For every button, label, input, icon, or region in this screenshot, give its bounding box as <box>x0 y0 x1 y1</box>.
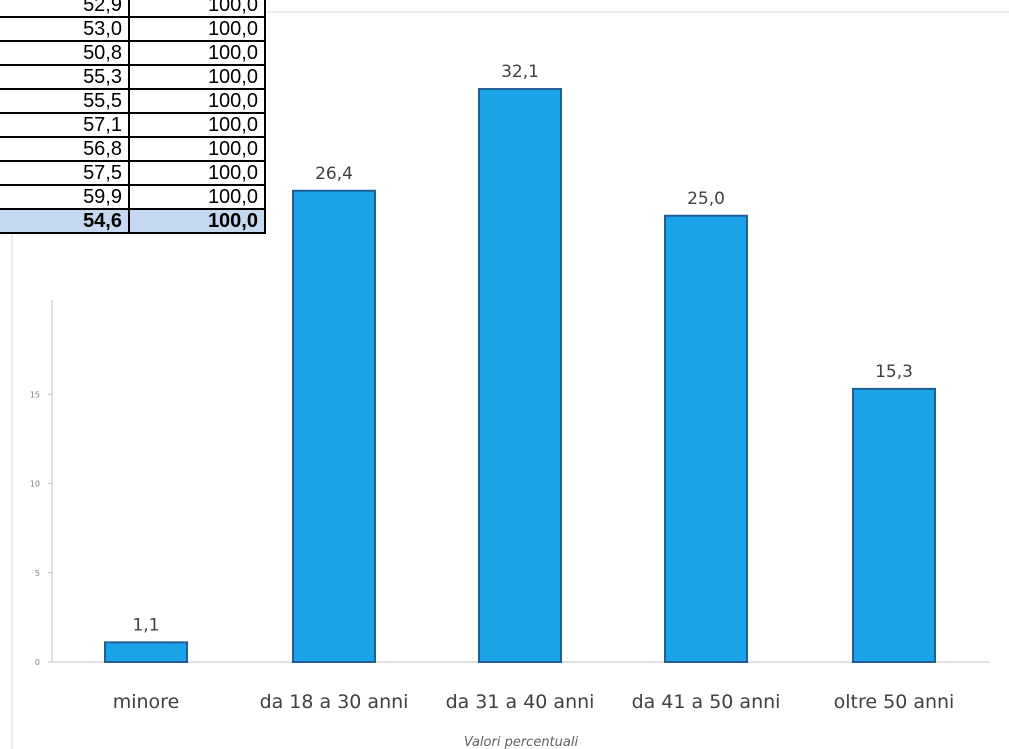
table-cell-total: 100,0 <box>128 16 266 42</box>
bars <box>104 88 936 663</box>
table-total-value: 54,6 <box>0 208 130 234</box>
bar-3 <box>664 214 748 663</box>
table-cell-value: 57,1 <box>0 112 130 138</box>
table-cell-total: 100,0 <box>128 64 266 90</box>
table-cell-value: 59,9 <box>0 184 130 210</box>
table-row: 57,5 100,0 <box>0 160 266 186</box>
table-total-row: 54,6 100,0 <box>0 208 266 234</box>
bar-value-label: 25,0 <box>687 189 725 209</box>
bar-4 <box>852 387 936 663</box>
x-axis-label: Valori percentuali <box>464 735 579 749</box>
table-row: 57,1 100,0 <box>0 112 266 138</box>
table-row: 59,9 100,0 <box>0 184 266 210</box>
bar-value-label: 1,1 <box>132 615 159 635</box>
table-row: 55,3 100,0 <box>0 64 266 90</box>
y-tick-label: 15 <box>30 390 40 399</box>
bar-value-label: 26,4 <box>315 164 353 184</box>
table-cell-value: 55,5 <box>0 88 130 114</box>
table-cell-total: 100,0 <box>128 0 266 18</box>
table-cell-value: 53,0 <box>0 16 130 42</box>
table-cell-total: 100,0 <box>128 184 266 210</box>
table-row: 56,8 100,0 <box>0 136 266 162</box>
bar-value-label: 32,1 <box>501 62 539 82</box>
table-cell-value: 56,8 <box>0 136 130 162</box>
table-cell-total: 100,0 <box>128 88 266 114</box>
table-total-total: 100,0 <box>128 208 266 234</box>
bar-2 <box>478 88 562 663</box>
table-cell-total: 100,0 <box>128 40 266 66</box>
table-row: 52,9 100,0 <box>0 0 266 18</box>
category-label: oltre 50 anni <box>834 691 955 713</box>
table-cell-value: 55,3 <box>0 64 130 90</box>
table-cell-value: 50,8 <box>0 40 130 66</box>
bar-1 <box>292 189 376 663</box>
table-cell-total: 100,0 <box>128 112 266 138</box>
data-table-body: 52,9 100,0 53,0 100,0 50,8 100,0 55,3 100,0 55,5… <box>0 0 266 234</box>
y-ticks: 0 5 10 15 <box>30 390 52 667</box>
table-cell-total: 100,0 <box>128 160 266 186</box>
category-label: da 31 a 40 anni <box>446 691 595 713</box>
y-tick-label: 10 <box>30 480 40 489</box>
bar-value-label: 15,3 <box>875 362 913 382</box>
table-row: 55,5 100,0 <box>0 88 266 114</box>
value-labels: 1,1 26,4 32,1 25,0 15,3 <box>132 62 912 635</box>
data-table: 52,9 100,0 53,0 100,0 50,8 100,0 55,3 100,0 55,5… <box>0 0 266 234</box>
category-label: da 41 a 50 anni <box>632 691 781 713</box>
y-tick-label: 0 <box>35 658 40 667</box>
category-labels: minore da 18 a 30 anni da 31 a 40 anni da 4… <box>113 691 955 713</box>
category-label: da 18 a 30 anni <box>260 691 409 713</box>
table-row: 50,8 100,0 <box>0 40 266 66</box>
table-cell-value: 57,5 <box>0 160 130 186</box>
category-label: minore <box>113 691 180 713</box>
y-tick-label: 5 <box>35 569 40 578</box>
table-cell-value: 52,9 <box>0 0 130 18</box>
bar-0 <box>104 641 188 663</box>
table-cell-total: 100,0 <box>128 136 266 162</box>
table-row: 53,0 100,0 <box>0 16 266 42</box>
